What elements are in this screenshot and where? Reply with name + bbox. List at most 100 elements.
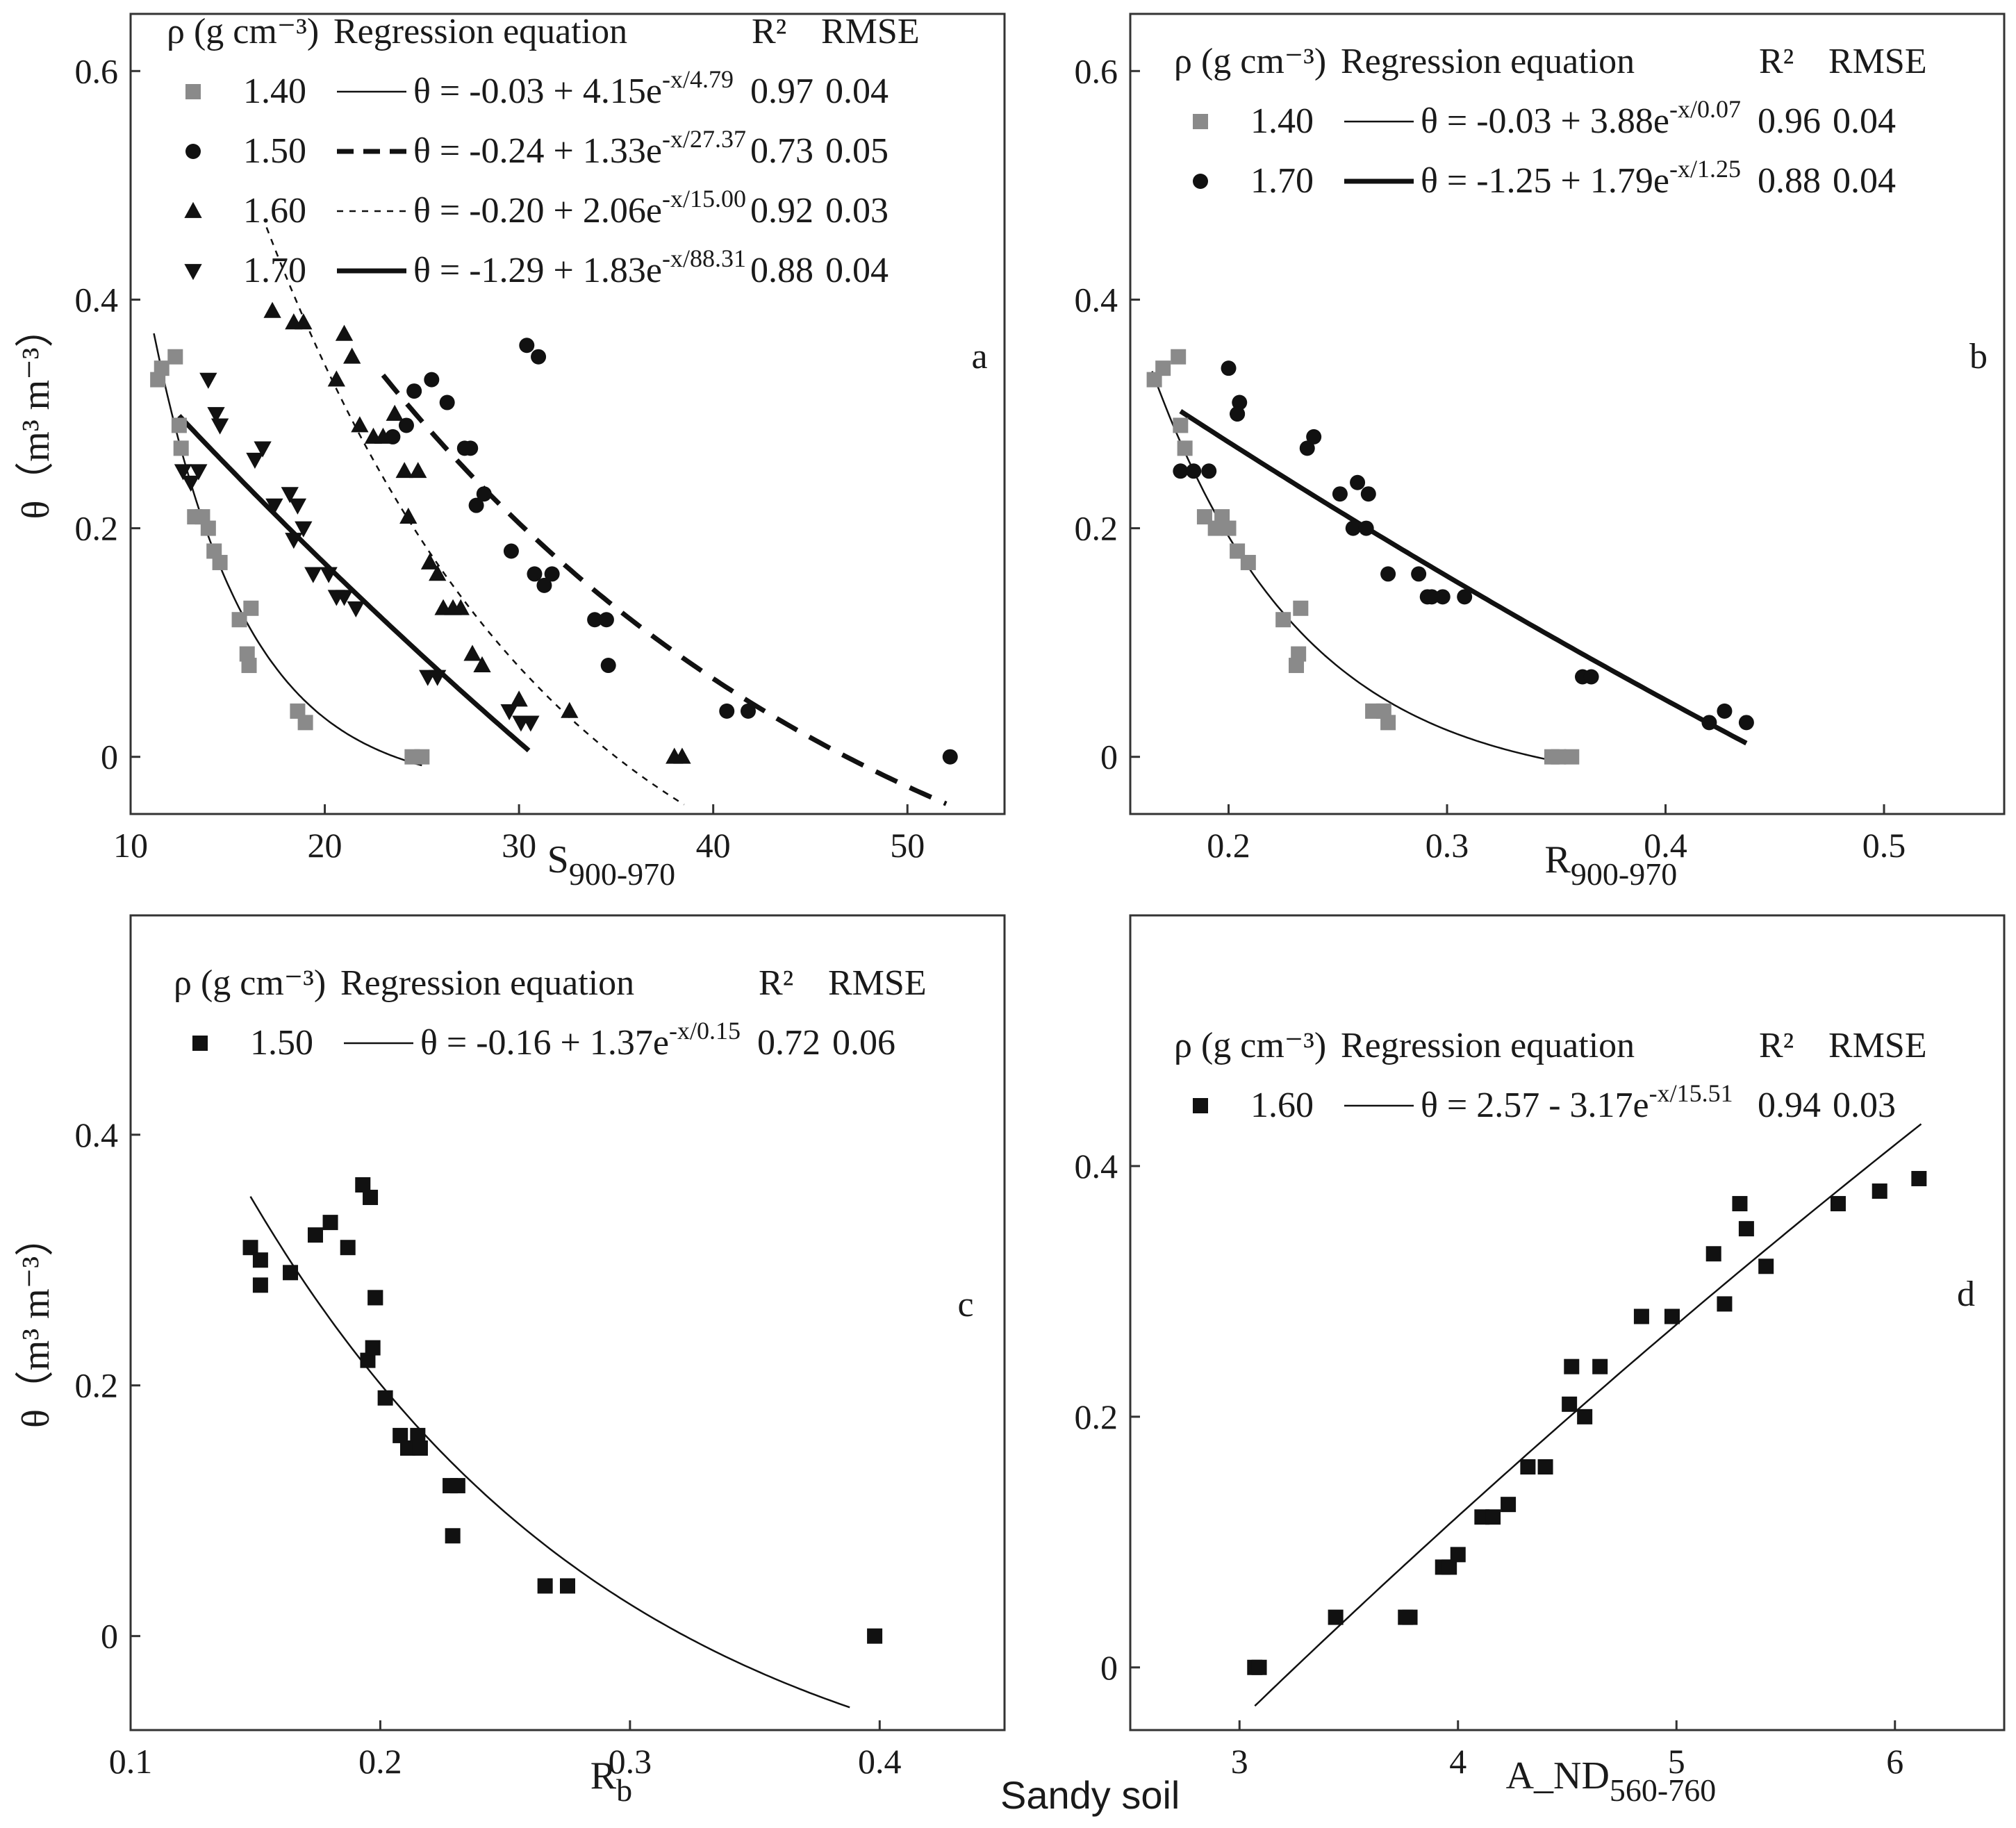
data-point (1328, 1609, 1344, 1625)
data-point (463, 645, 481, 661)
data-point (537, 1578, 553, 1594)
legend-marker (185, 144, 201, 159)
data-point (322, 1215, 338, 1231)
legend-equation: θ = -1.29 + 1.83e-x/88.31 (413, 244, 746, 290)
data-point (1240, 554, 1256, 570)
data-point (395, 462, 413, 479)
legend-r2: 0.88 (750, 251, 813, 290)
data-point (1520, 1459, 1536, 1475)
y-tick-label: 0.2 (75, 509, 119, 548)
series-1.40 (150, 349, 430, 765)
data-point (295, 521, 313, 538)
data-point (1221, 360, 1237, 376)
y-axis-label: θ（m³ m⁻³） (15, 308, 58, 519)
y-axis-label: θ（m³ m⁻³） (15, 1218, 58, 1428)
figure-caption: Sandy soil (1000, 1773, 1180, 1817)
data-point (1332, 486, 1348, 502)
data-point (1380, 715, 1396, 731)
data-point (174, 464, 192, 481)
y-tick-label: 0.2 (1075, 1397, 1118, 1436)
data-point (1830, 1196, 1846, 1212)
data-point (243, 600, 259, 616)
data-point (288, 498, 307, 515)
data-point (199, 372, 217, 389)
data-point (335, 324, 354, 341)
data-point (263, 301, 281, 318)
data-point (167, 349, 183, 365)
data-point (285, 533, 303, 549)
data-point (1551, 749, 1567, 765)
x-tick-label: 0.1 (109, 1742, 153, 1781)
legend-equation: θ = -0.03 + 3.88e-x/0.07 (1421, 95, 1741, 141)
data-point (1738, 715, 1754, 731)
legend-rmse: 0.05 (825, 131, 889, 171)
x-tick-label: 30 (502, 826, 536, 865)
x-tick-label: 0.2 (358, 1742, 402, 1781)
x-axis-label: R900-970 (1545, 838, 1678, 892)
y-tick-label: 0.2 (1075, 509, 1118, 548)
data-point (265, 498, 283, 515)
data-point (410, 1427, 426, 1443)
data-point (304, 567, 322, 583)
series-1.70 (174, 372, 540, 732)
panel-a: 10 20 30 40 50 0 0.2 0.4 0.6 S900-970 θ（m³ m⁻³） a ρ … (15, 12, 1006, 892)
data-point (386, 404, 404, 421)
data-point (587, 612, 603, 628)
legend-header-rho: ρ (g cm⁻³) (1174, 42, 1326, 81)
x-axis-label: Rb (590, 1754, 632, 1808)
data-point (1583, 669, 1599, 685)
data-point (409, 462, 427, 479)
data-point (307, 1227, 323, 1243)
legend-equation: θ = 2.57 - 3.17e-x/15.51 (1421, 1079, 1733, 1125)
panel-label: d (1957, 1274, 1975, 1314)
data-point (210, 418, 229, 435)
data-point (1171, 349, 1187, 365)
data-point (1402, 1609, 1418, 1625)
legend-rmse: 0.04 (1833, 101, 1896, 141)
data-point (445, 1528, 461, 1544)
data-point (367, 1290, 383, 1306)
x-tick-label: 50 (890, 826, 925, 865)
data-point (1501, 1497, 1517, 1513)
data-point (212, 554, 228, 570)
data-point (182, 475, 200, 492)
x-tick-label: 6 (1886, 1742, 1903, 1781)
data-point (522, 715, 540, 732)
legend-header-rho: ρ (g cm⁻³) (1174, 1026, 1326, 1065)
legend-rmse: 0.06 (832, 1023, 895, 1063)
legend-r2: 0.88 (1758, 161, 1821, 201)
series-1.60 (263, 301, 691, 764)
data-point (1360, 486, 1376, 502)
data-point (363, 1190, 379, 1206)
data-point (154, 360, 170, 376)
legend-header-rho: ρ (g cm⁻³) (167, 12, 319, 51)
data-point (1293, 600, 1309, 616)
plot-frame-c (129, 914, 1006, 1731)
data-point (355, 1177, 371, 1193)
data-point (536, 577, 552, 593)
data-point (473, 656, 491, 672)
y-tick-label: 0.4 (1075, 280, 1118, 319)
data-point (420, 553, 439, 570)
data-point (476, 486, 492, 502)
legend-density: 1.50 (243, 131, 306, 171)
y-tick-label: 0 (101, 738, 118, 776)
data-point (283, 1265, 299, 1281)
data-point (1732, 1196, 1748, 1212)
y-tick-label: 0 (1100, 738, 1118, 776)
data-point (1289, 658, 1305, 674)
legend-equation: θ = -1.25 + 1.79e-x/1.25 (1421, 155, 1741, 201)
legend-r2: 0.94 (1758, 1086, 1821, 1125)
y-tick-label: 0.4 (1075, 1147, 1118, 1186)
series-1.50 (385, 338, 958, 765)
data-point (1537, 1459, 1553, 1475)
data-point (1221, 520, 1237, 536)
data-point (374, 427, 393, 444)
data-point (1186, 463, 1202, 479)
plot-frame-a (129, 13, 1006, 815)
plot-frame-b (1129, 13, 2006, 815)
legend-marker (1193, 114, 1208, 129)
panel-d: 3 4 5 6 0 0.2 0.4 A_ND560-760 d ρ (g cm⁻³) Regress… (1075, 914, 2006, 1808)
legend-rmse: 0.04 (825, 72, 889, 111)
data-point (1562, 1396, 1578, 1412)
